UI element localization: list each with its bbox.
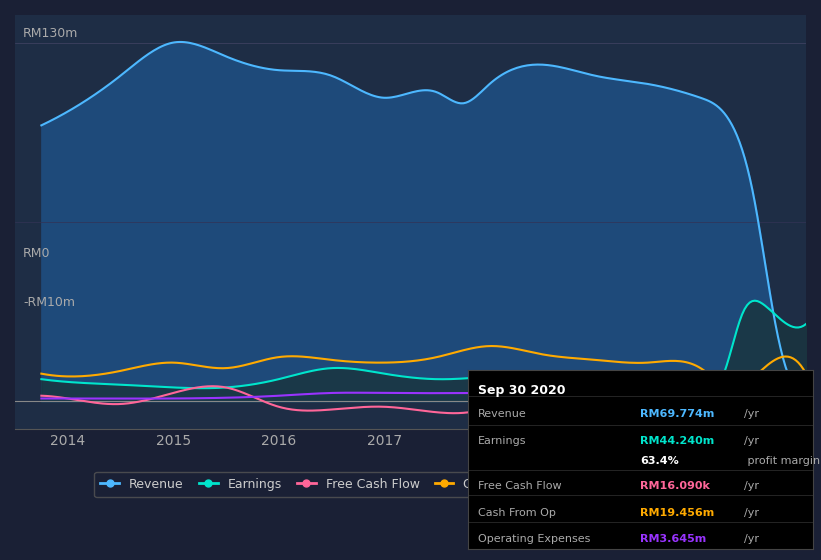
Text: /yr: /yr <box>744 480 759 491</box>
Text: RM130m: RM130m <box>23 27 78 40</box>
Text: /yr: /yr <box>744 534 759 544</box>
Text: Operating Expenses: Operating Expenses <box>479 534 590 544</box>
Text: RM19.456m: RM19.456m <box>640 507 714 517</box>
Text: Revenue: Revenue <box>479 409 527 419</box>
Text: /yr: /yr <box>744 436 759 446</box>
Text: Sep 30 2020: Sep 30 2020 <box>479 384 566 397</box>
Text: /yr: /yr <box>744 409 759 419</box>
Text: RM44.240m: RM44.240m <box>640 436 714 446</box>
Text: 63.4%: 63.4% <box>640 456 679 465</box>
Text: RM0: RM0 <box>23 247 50 260</box>
Text: Cash From Op: Cash From Op <box>479 507 556 517</box>
Text: -RM10m: -RM10m <box>23 296 75 310</box>
Text: profit margin: profit margin <box>744 456 820 465</box>
Legend: Revenue, Earnings, Free Cash Flow, Cash From Op, Operating Expenses: Revenue, Earnings, Free Cash Flow, Cash … <box>94 472 727 497</box>
Text: Earnings: Earnings <box>479 436 527 446</box>
Text: /yr: /yr <box>744 507 759 517</box>
Text: RM3.645m: RM3.645m <box>640 534 707 544</box>
Text: RM16.090k: RM16.090k <box>640 480 710 491</box>
Text: RM69.774m: RM69.774m <box>640 409 715 419</box>
Text: Free Cash Flow: Free Cash Flow <box>479 480 562 491</box>
